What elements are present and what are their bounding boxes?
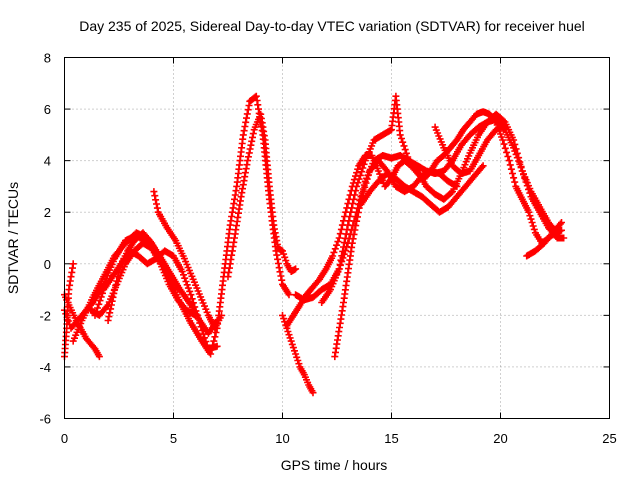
series-track7 [104, 229, 182, 324]
marker-trail [224, 110, 300, 281]
marker-trail [431, 121, 509, 177]
marker-trail [357, 162, 487, 216]
x-tick-label: 5 [170, 431, 177, 446]
x-tick-labels: 0 5 10 15 20 25 [61, 431, 617, 446]
x-tick-label: 10 [275, 431, 289, 446]
series-track8 [150, 188, 225, 332]
series-track15 [357, 162, 487, 216]
marker-trail [104, 229, 182, 324]
data-marks [61, 92, 568, 397]
marker-trail [523, 219, 565, 260]
y-tick-labels: -6 -4 -2 0 2 4 6 8 [39, 51, 51, 427]
series-track12 [292, 92, 568, 304]
y-tick-label: 8 [44, 51, 51, 66]
series-track9 [224, 110, 300, 281]
chart-title: Day 235 of 2025, Sidereal Day-to-day VTE… [79, 18, 585, 34]
x-tick-label: 25 [602, 431, 616, 446]
x-tick-label: 0 [61, 431, 68, 446]
x-axis-label: GPS time / hours [281, 457, 388, 473]
y-tick-label: 2 [44, 205, 51, 220]
y-tick-label: 4 [44, 154, 51, 169]
y-tick-label: -4 [39, 360, 51, 375]
y-axis-label: SDTVAR / TECUs [5, 182, 21, 294]
x-tick-label: 20 [493, 431, 507, 446]
plot-frame [64, 57, 610, 419]
marker-trail [150, 188, 225, 332]
series-track17 [523, 219, 565, 260]
x-tick-label: 15 [384, 431, 398, 446]
y-tick-label: -6 [39, 412, 51, 427]
marker-trail [292, 92, 568, 304]
y-tick-label: 6 [44, 102, 51, 117]
y-tick-label: -2 [39, 308, 51, 323]
series-track16 [431, 121, 509, 177]
y-tick-label: 0 [44, 257, 51, 272]
